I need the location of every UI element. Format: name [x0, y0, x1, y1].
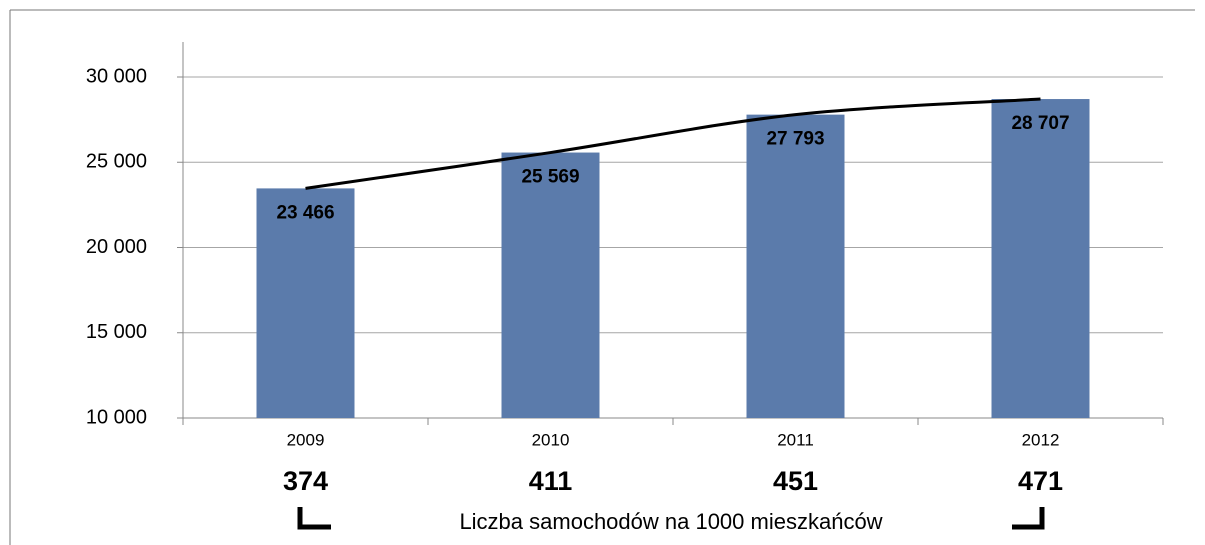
- bar: [501, 152, 600, 418]
- bracket-left: [297, 507, 331, 530]
- y-tick-label: 15 000: [86, 321, 147, 343]
- data-label: 27 793: [766, 129, 824, 150]
- secondary-row-label: Liczba samochodów na 1000 mieszkańców: [459, 509, 882, 534]
- data-label: 25 569: [521, 167, 579, 188]
- y-tick-label: 30 000: [86, 65, 147, 87]
- y-tick-label: 10 000: [86, 406, 147, 428]
- bar: [991, 99, 1090, 418]
- x-tick-label: 2009: [287, 430, 325, 449]
- x-tick-label: 2011: [777, 430, 814, 449]
- data-label: 28 707: [1011, 113, 1069, 134]
- bar: [746, 114, 845, 419]
- bracket-right: [1012, 507, 1045, 530]
- data-label: 23 466: [276, 202, 334, 223]
- x-tick-label: 2010: [532, 430, 570, 449]
- secondary-value: 471: [1018, 466, 1063, 496]
- x-tick-label: 2012: [1022, 430, 1060, 449]
- y-tick-label: 20 000: [86, 236, 147, 258]
- trend-line: [305, 97, 1041, 190]
- secondary-value: 411: [529, 466, 573, 496]
- secondary-value: 374: [283, 466, 328, 496]
- y-tick-label: 25 000: [86, 151, 147, 173]
- secondary-value: 451: [773, 466, 818, 496]
- bar: [256, 188, 355, 418]
